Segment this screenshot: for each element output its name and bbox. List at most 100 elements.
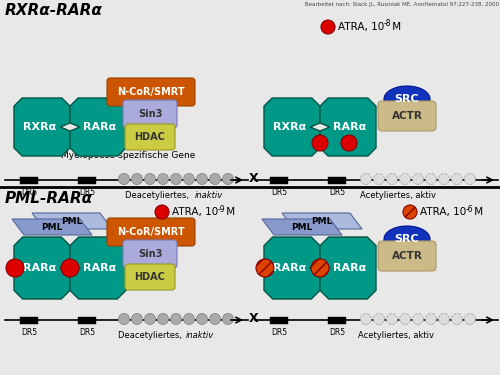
Polygon shape [282, 213, 362, 229]
Circle shape [400, 314, 410, 324]
Polygon shape [264, 237, 320, 299]
Circle shape [374, 174, 384, 184]
FancyBboxPatch shape [123, 100, 177, 128]
Ellipse shape [384, 226, 430, 252]
Text: ATRA, 10: ATRA, 10 [420, 207, 466, 217]
Circle shape [184, 174, 194, 184]
FancyBboxPatch shape [125, 124, 175, 150]
Circle shape [170, 314, 181, 324]
Text: RARα: RARα [84, 263, 116, 273]
Circle shape [132, 314, 142, 324]
Circle shape [412, 174, 424, 184]
Text: Acetyliertes, aktiv: Acetyliertes, aktiv [358, 331, 434, 340]
Text: DR5: DR5 [271, 188, 287, 197]
Text: Myelopoese-spezifische Gene: Myelopoese-spezifische Gene [61, 151, 195, 160]
Circle shape [144, 174, 156, 184]
FancyBboxPatch shape [20, 177, 38, 183]
Circle shape [144, 314, 156, 324]
Circle shape [132, 174, 142, 184]
FancyBboxPatch shape [123, 240, 177, 268]
Text: -9: -9 [218, 204, 226, 213]
Circle shape [210, 314, 220, 324]
Text: ACTR: ACTR [392, 251, 422, 261]
Text: RARα: RARα [274, 263, 306, 273]
Circle shape [311, 259, 329, 277]
Text: Sin3: Sin3 [138, 109, 162, 119]
Polygon shape [320, 237, 376, 299]
FancyBboxPatch shape [328, 316, 346, 324]
Text: RARα: RARα [84, 122, 116, 132]
Text: RARα: RARα [24, 263, 56, 273]
Circle shape [341, 135, 357, 151]
Circle shape [155, 205, 169, 219]
FancyBboxPatch shape [107, 78, 195, 106]
Polygon shape [70, 237, 126, 299]
Text: ATRA, 10: ATRA, 10 [172, 207, 218, 217]
Text: RARα: RARα [334, 122, 366, 132]
Circle shape [61, 259, 79, 277]
Circle shape [158, 174, 168, 184]
Text: PML: PML [42, 222, 62, 231]
Polygon shape [264, 98, 320, 156]
Circle shape [321, 20, 335, 34]
Polygon shape [14, 237, 70, 299]
Circle shape [222, 314, 234, 324]
Text: RXRα: RXRα [24, 122, 56, 132]
Circle shape [374, 314, 384, 324]
Circle shape [118, 314, 130, 324]
Circle shape [400, 174, 410, 184]
Polygon shape [262, 219, 342, 235]
FancyBboxPatch shape [78, 177, 96, 183]
FancyBboxPatch shape [270, 316, 288, 324]
FancyBboxPatch shape [107, 218, 195, 246]
Text: ATRA, 10: ATRA, 10 [338, 22, 384, 32]
Text: PML-RARα: PML-RARα [5, 191, 93, 206]
Circle shape [464, 314, 475, 324]
Circle shape [426, 174, 436, 184]
Text: -6: -6 [466, 204, 473, 213]
Text: N-CoR/SMRT: N-CoR/SMRT [117, 87, 185, 97]
Text: DR5: DR5 [329, 188, 345, 197]
Text: inaktiv: inaktiv [195, 191, 223, 200]
Circle shape [312, 135, 328, 151]
Circle shape [452, 314, 462, 324]
Circle shape [6, 259, 24, 277]
Text: SRC: SRC [394, 94, 419, 104]
Text: M: M [471, 207, 483, 217]
Circle shape [426, 314, 436, 324]
Circle shape [256, 259, 274, 277]
Circle shape [222, 174, 234, 184]
Text: HDAC: HDAC [134, 132, 166, 142]
Polygon shape [320, 98, 376, 156]
FancyBboxPatch shape [20, 316, 38, 324]
Text: PML: PML [62, 216, 82, 225]
Text: Deacetyliertes,: Deacetyliertes, [125, 191, 192, 200]
Circle shape [386, 314, 398, 324]
Circle shape [360, 314, 372, 324]
Text: M: M [389, 22, 401, 32]
Text: HDAC: HDAC [134, 272, 166, 282]
Text: Acetyliertes, aktiv: Acetyliertes, aktiv [360, 191, 436, 200]
Text: DR5: DR5 [79, 188, 95, 197]
FancyBboxPatch shape [378, 101, 436, 131]
Text: ACTR: ACTR [392, 111, 422, 121]
Ellipse shape [384, 86, 430, 112]
Text: X: X [249, 172, 258, 186]
Text: DR5: DR5 [329, 328, 345, 337]
Text: DR5: DR5 [271, 328, 287, 337]
Text: Bearbeitet nach: Slack JL, Rusiniak ME, AnnHematol 97:227-238, 2000: Bearbeitet nach: Slack JL, Rusiniak ME, … [305, 2, 499, 7]
Text: RARα: RARα [334, 263, 366, 273]
Text: N-CoR/SMRT: N-CoR/SMRT [117, 227, 185, 237]
Text: Deacetyliertes,: Deacetyliertes, [118, 331, 184, 340]
Polygon shape [70, 98, 126, 156]
FancyBboxPatch shape [328, 177, 346, 183]
Circle shape [184, 314, 194, 324]
FancyBboxPatch shape [125, 264, 175, 290]
Circle shape [118, 174, 130, 184]
Text: -8: -8 [384, 20, 392, 28]
Circle shape [438, 174, 450, 184]
Text: inaktiv: inaktiv [186, 331, 214, 340]
Polygon shape [32, 213, 112, 229]
Text: RXRα-RARα: RXRα-RARα [5, 3, 103, 18]
Text: DR5: DR5 [79, 328, 95, 337]
